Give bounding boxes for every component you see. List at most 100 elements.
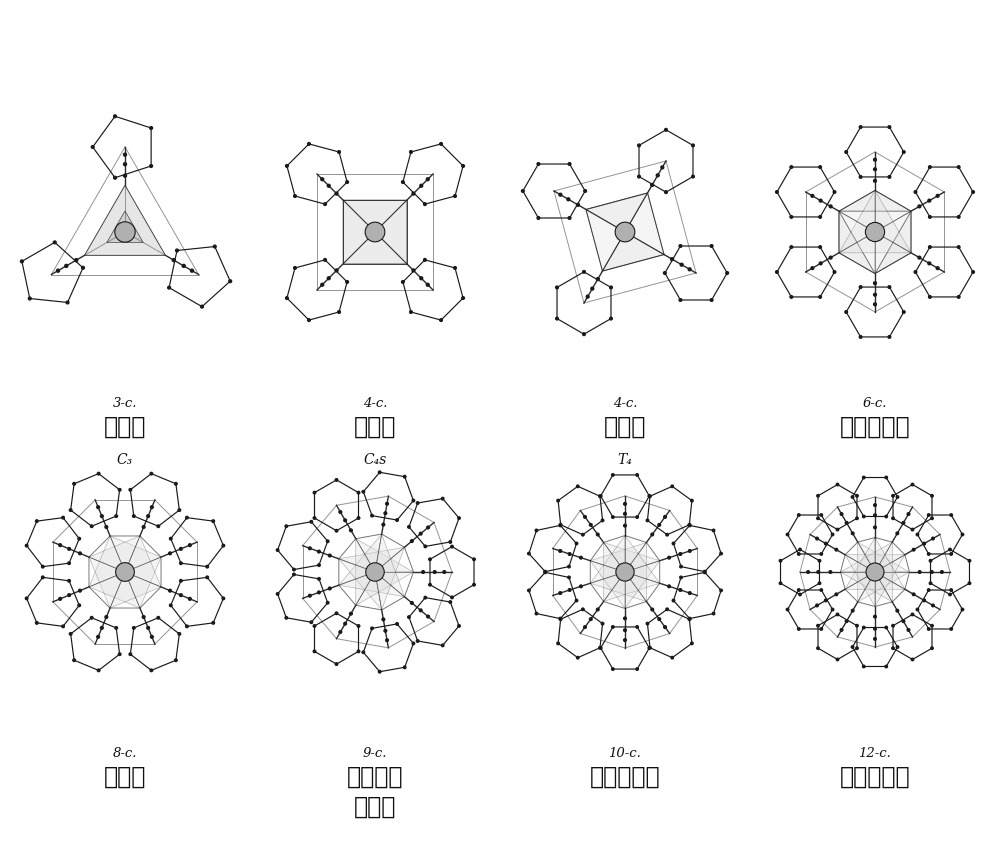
Polygon shape [625, 543, 646, 602]
Circle shape [874, 180, 876, 182]
Circle shape [449, 601, 452, 603]
Circle shape [169, 590, 171, 592]
Circle shape [902, 311, 905, 314]
Circle shape [69, 633, 72, 636]
Circle shape [817, 571, 820, 573]
Polygon shape [590, 536, 625, 584]
Circle shape [836, 659, 839, 660]
Circle shape [309, 547, 311, 550]
Circle shape [636, 474, 638, 476]
Circle shape [206, 566, 208, 568]
Text: 8-c.: 8-c. [113, 747, 137, 760]
Circle shape [169, 552, 171, 555]
Polygon shape [839, 211, 911, 232]
Polygon shape [110, 572, 161, 608]
Circle shape [972, 191, 974, 193]
Circle shape [313, 492, 316, 494]
Polygon shape [875, 211, 911, 273]
Circle shape [818, 582, 821, 584]
Circle shape [950, 514, 952, 516]
Circle shape [309, 595, 311, 597]
Circle shape [69, 509, 72, 511]
Circle shape [601, 622, 604, 625]
Circle shape [856, 625, 858, 627]
Polygon shape [840, 542, 892, 572]
Circle shape [851, 609, 854, 612]
Circle shape [666, 608, 668, 611]
Circle shape [403, 475, 406, 478]
Circle shape [885, 665, 887, 668]
Circle shape [786, 608, 789, 611]
Circle shape [836, 528, 839, 531]
Circle shape [124, 153, 126, 156]
Circle shape [419, 609, 422, 612]
Circle shape [186, 516, 188, 519]
Circle shape [833, 271, 836, 273]
Circle shape [589, 524, 592, 527]
Circle shape [918, 205, 921, 208]
Circle shape [285, 617, 288, 619]
Polygon shape [586, 193, 648, 232]
Circle shape [863, 626, 865, 629]
Circle shape [169, 604, 172, 607]
Circle shape [556, 286, 558, 289]
Circle shape [584, 515, 586, 518]
Polygon shape [602, 232, 664, 271]
Circle shape [462, 164, 464, 167]
Circle shape [859, 285, 862, 288]
Circle shape [559, 618, 561, 620]
Circle shape [412, 499, 415, 502]
Circle shape [36, 520, 38, 522]
Circle shape [68, 562, 70, 565]
Circle shape [957, 296, 960, 298]
Polygon shape [375, 534, 404, 596]
Circle shape [176, 249, 178, 252]
Circle shape [840, 513, 843, 515]
Circle shape [776, 271, 778, 273]
Circle shape [817, 625, 819, 627]
Circle shape [169, 538, 172, 540]
Circle shape [819, 245, 821, 249]
Circle shape [679, 299, 682, 302]
Circle shape [175, 482, 177, 485]
Circle shape [840, 629, 843, 631]
Text: 三帽三角
反棱柱: 三帽三角 反棱柱 [347, 765, 403, 819]
Circle shape [557, 499, 559, 502]
Circle shape [691, 642, 693, 645]
Circle shape [339, 510, 342, 514]
Circle shape [896, 646, 899, 648]
Circle shape [293, 573, 295, 576]
Polygon shape [625, 536, 660, 584]
Circle shape [535, 529, 538, 532]
Circle shape [147, 626, 150, 630]
Circle shape [712, 613, 715, 615]
Text: 10-c.: 10-c. [609, 747, 641, 760]
Circle shape [308, 319, 310, 321]
Circle shape [420, 184, 423, 187]
Circle shape [324, 203, 326, 205]
Polygon shape [89, 557, 125, 608]
Polygon shape [339, 547, 404, 572]
Circle shape [528, 590, 530, 591]
Circle shape [863, 665, 865, 668]
Circle shape [350, 613, 352, 615]
Circle shape [335, 193, 338, 195]
Text: T₄: T₄ [618, 453, 632, 467]
Circle shape [25, 544, 28, 547]
Circle shape [79, 552, 81, 555]
Circle shape [932, 604, 934, 607]
Circle shape [580, 556, 582, 559]
Circle shape [59, 597, 62, 601]
Circle shape [411, 602, 413, 604]
Circle shape [357, 492, 360, 494]
Circle shape [831, 608, 834, 611]
Circle shape [836, 613, 839, 616]
Circle shape [362, 491, 365, 493]
Circle shape [615, 222, 635, 242]
Circle shape [201, 305, 203, 308]
Circle shape [427, 615, 429, 618]
Circle shape [916, 533, 919, 536]
Circle shape [599, 647, 601, 649]
Circle shape [321, 178, 324, 181]
Circle shape [929, 216, 931, 218]
